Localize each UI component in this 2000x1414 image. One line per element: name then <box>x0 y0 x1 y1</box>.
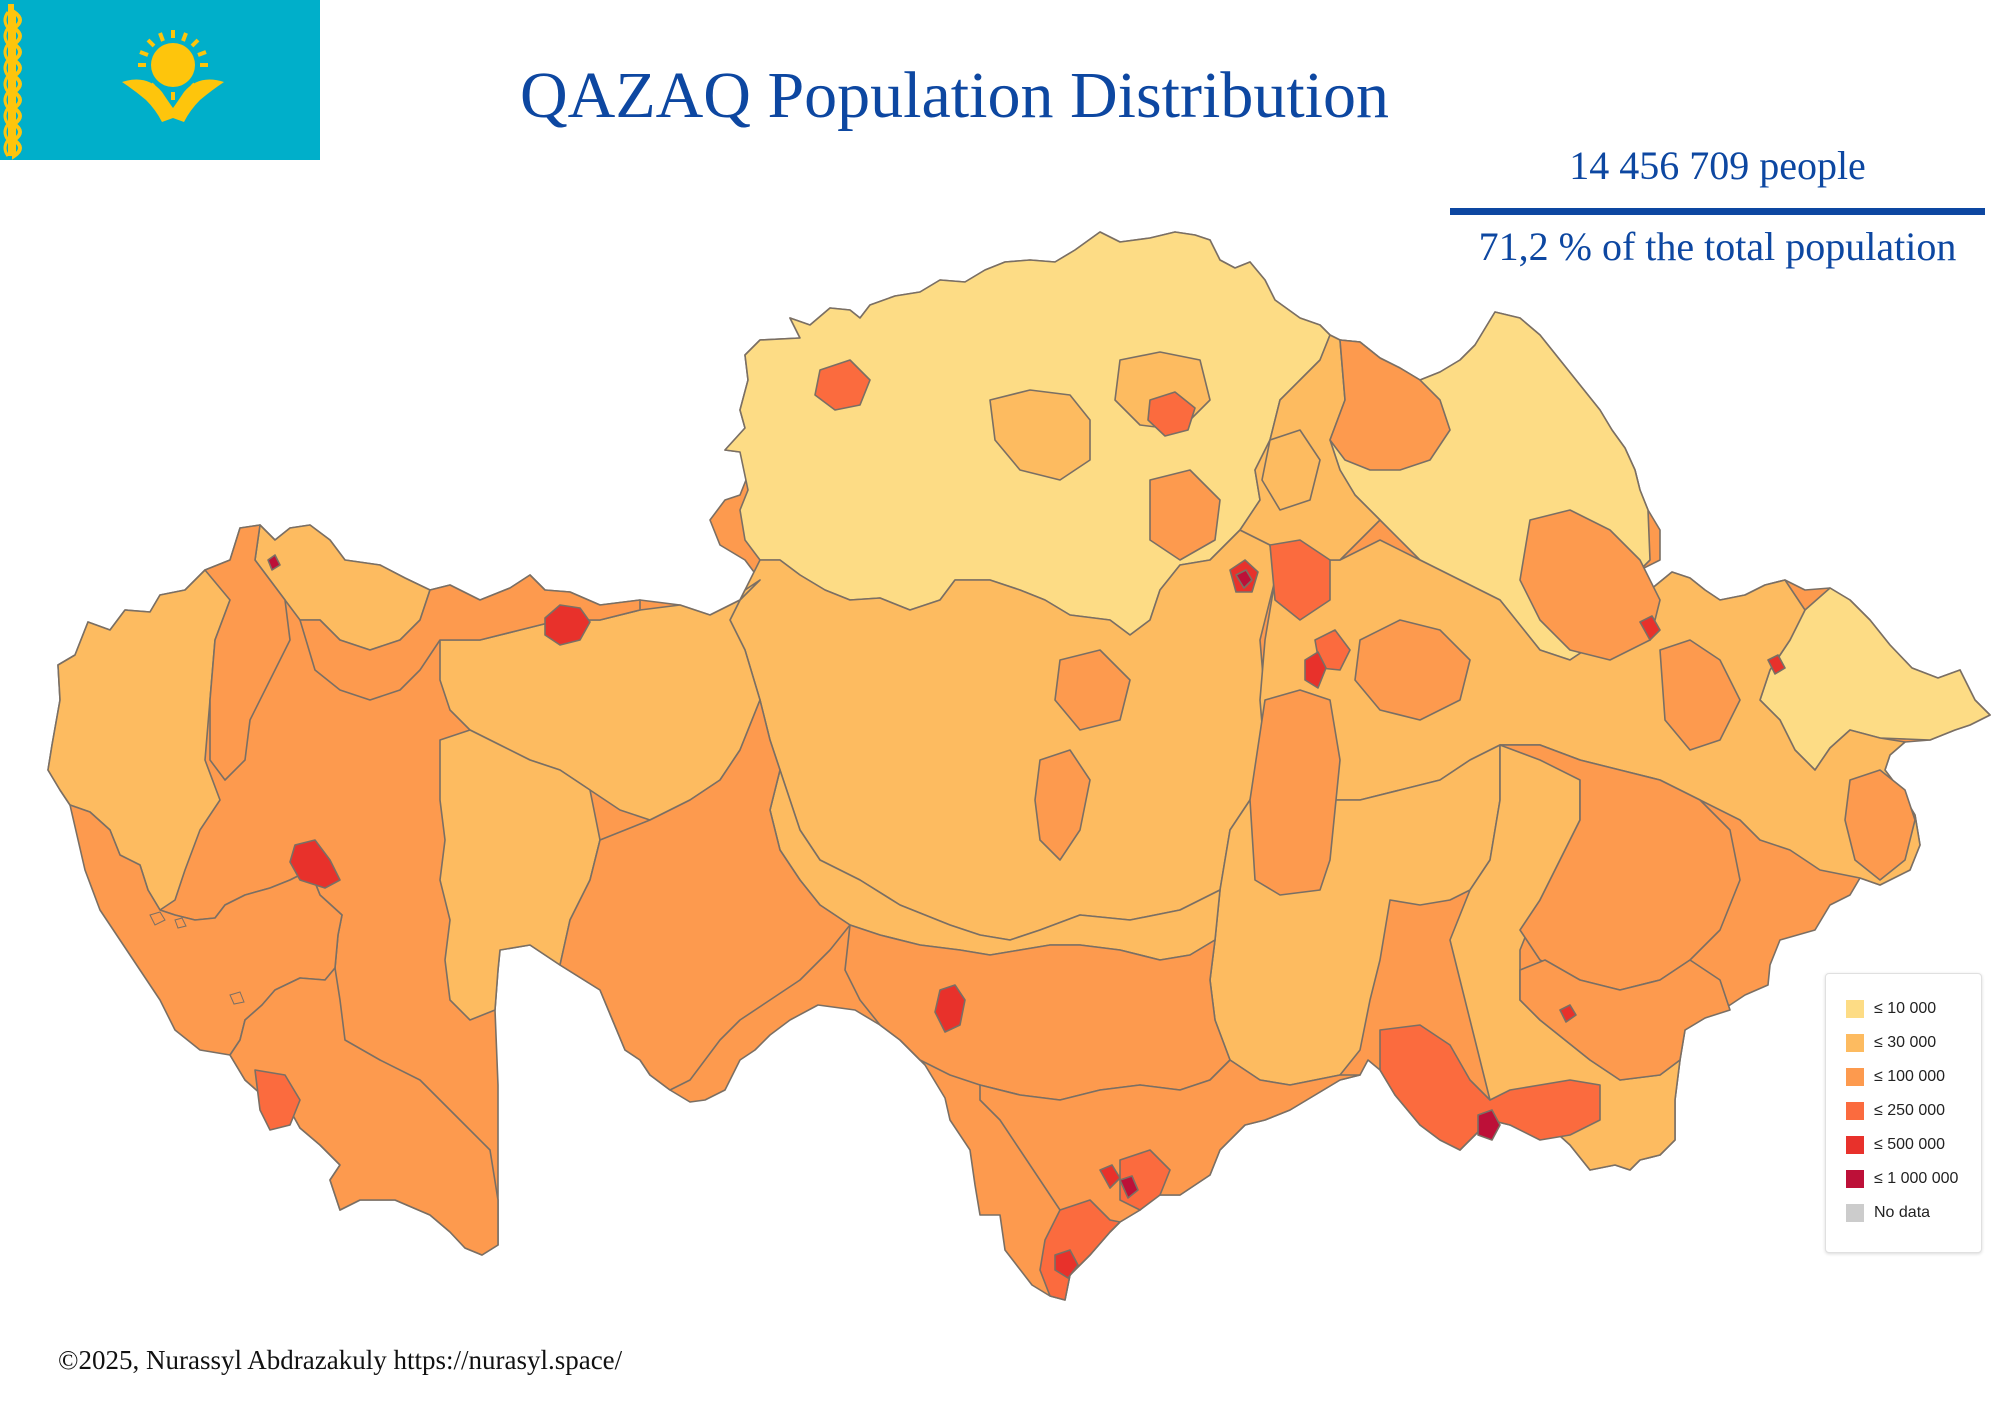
district-almaty-region <box>1379 1024 1601 1151</box>
legend-swatch <box>1846 1068 1864 1086</box>
legend-item: ≤ 30 000 <box>1846 1032 1936 1054</box>
legend-item: No data <box>1846 1202 1930 1224</box>
legend-swatch <box>1846 1170 1864 1188</box>
city-taldykorgan <box>1559 1004 1577 1023</box>
legend-item: ≤ 10 000 <box>1846 998 1936 1020</box>
total-people: 14 456 709 people <box>1569 143 1866 188</box>
population-share: 71,2 % of the total population <box>1478 224 1957 269</box>
city-aktau <box>289 839 341 889</box>
district-west-c3-b <box>299 574 641 701</box>
legend-label: ≤ 10 000 <box>1874 1000 1937 1017</box>
district-north-c3-d <box>1054 649 1131 731</box>
district-karaganda-c3 <box>1034 749 1091 861</box>
legend-item: ≤ 500 000 <box>1846 1134 1945 1156</box>
legend-item: ≤ 100 000 <box>1846 1066 1945 1088</box>
legend-label: No data <box>1874 1204 1931 1221</box>
city-aktobe <box>267 554 281 571</box>
district-west-c3-a <box>204 524 291 781</box>
district-taldykorgan <box>1519 959 1731 1081</box>
district-kaskelen <box>1039 1199 1121 1301</box>
legend-label: ≤ 500 000 <box>1874 1136 1946 1153</box>
city-almaty <box>1477 1109 1501 1141</box>
legend-label: ≤ 30 000 <box>1874 1034 1937 1051</box>
legend-label: ≤ 1 000 000 <box>1874 1170 1959 1187</box>
legend-swatch <box>1846 1204 1864 1222</box>
legend-item: ≤ 250 000 <box>1846 1100 1945 1122</box>
legend-swatch <box>1846 1136 1864 1154</box>
district-north-c3-b <box>1354 619 1471 721</box>
flag-ornament <box>3 4 22 160</box>
city-astana-core <box>1235 569 1253 589</box>
city-uralsk <box>544 604 591 646</box>
map-legend: ≤ 10 000 ≤ 30 000 ≤ 100 000 ≤ 250 000 ≤ … <box>1825 973 1982 1253</box>
stats-divider <box>1450 208 1985 215</box>
choropleth-map <box>47 231 1991 1301</box>
district-aral-c3 <box>559 699 851 1091</box>
page-title: QAZAQ Population Distribution <box>520 59 1389 132</box>
credit-text: ©2025, Nurassyl Abdrazakuly https://nura… <box>58 1345 623 1375</box>
district-layer <box>47 231 1991 1301</box>
district-kostanay-orange <box>989 389 1091 481</box>
city-shymkent-south <box>1054 1249 1079 1279</box>
legend-label: ≤ 100 000 <box>1874 1068 1946 1085</box>
district-midwest <box>439 729 601 1021</box>
district-aktobe-c4 <box>1269 539 1331 621</box>
legend-label: ≤ 250 000 <box>1874 1102 1946 1119</box>
district-east-c3-b <box>1659 639 1741 751</box>
legend-item: ≤ 1 000 000 <box>1846 1168 1958 1190</box>
city-ust-kamenogorsk <box>1639 615 1661 641</box>
district-north-c2-b <box>1261 429 1321 511</box>
legend-swatch <box>1846 1000 1864 1018</box>
district-east-c3-c <box>1844 769 1916 881</box>
city-semey <box>1767 654 1786 675</box>
district-north-c3-c <box>1149 469 1221 561</box>
city-shymkent <box>1119 1175 1139 1199</box>
coast-islands <box>149 911 245 1005</box>
city-kyzylorda <box>934 984 966 1033</box>
city-taraz <box>1099 1164 1121 1189</box>
district-north-c3-a <box>1329 339 1451 471</box>
district-kokshetau <box>1147 391 1196 437</box>
kazakhstan-flag <box>0 0 320 160</box>
district-west-c3-c <box>69 804 343 1056</box>
population-stats: 14 456 709 people 71,2 % of the total po… <box>1450 140 1985 273</box>
district-kostanay-city <box>814 359 871 411</box>
district-mangystau <box>229 967 499 1256</box>
city-karaganda <box>1304 651 1327 689</box>
eagle-emblem <box>122 79 224 122</box>
legend-swatch <box>1846 1102 1864 1120</box>
district-east-c3-d <box>1249 689 1341 896</box>
legend-swatch <box>1846 1034 1864 1052</box>
district-atyrau <box>254 1069 301 1131</box>
